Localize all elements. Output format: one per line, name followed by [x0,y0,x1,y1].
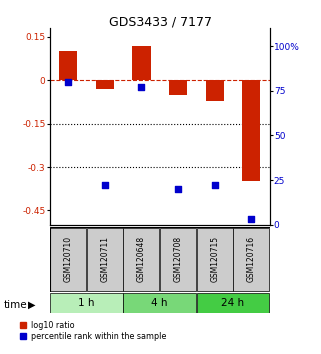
Bar [169,80,187,95]
Text: GSM120708: GSM120708 [174,236,183,282]
Point [249,217,254,222]
Text: GSM120711: GSM120711 [100,236,109,282]
Point [65,79,71,85]
Text: time: time [3,300,27,310]
Bar [50,293,123,313]
Text: 4 h: 4 h [152,298,168,308]
Bar [123,293,196,313]
Bar [197,228,233,291]
Text: GSM120715: GSM120715 [210,236,219,282]
Bar [242,80,260,182]
Text: GDS3433 / 7177: GDS3433 / 7177 [109,16,212,29]
Bar [96,80,114,89]
Legend: log10 ratio, percentile rank within the sample: log10 ratio, percentile rank within the … [20,321,166,341]
Bar [233,228,269,291]
Text: GSM120648: GSM120648 [137,236,146,282]
Point [139,84,144,90]
Text: GSM120710: GSM120710 [64,236,73,282]
Bar [160,228,196,291]
Text: 1 h: 1 h [78,298,95,308]
Text: 24 h: 24 h [221,298,245,308]
Text: GSM120716: GSM120716 [247,236,256,282]
Bar [59,51,77,80]
Bar [123,228,159,291]
Bar [50,228,86,291]
Bar [132,46,151,80]
Text: ▶: ▶ [28,300,36,310]
Point [102,183,107,188]
Point [176,186,181,192]
Point [212,183,217,188]
Bar [205,80,224,101]
Bar [87,228,123,291]
Bar [197,293,269,313]
